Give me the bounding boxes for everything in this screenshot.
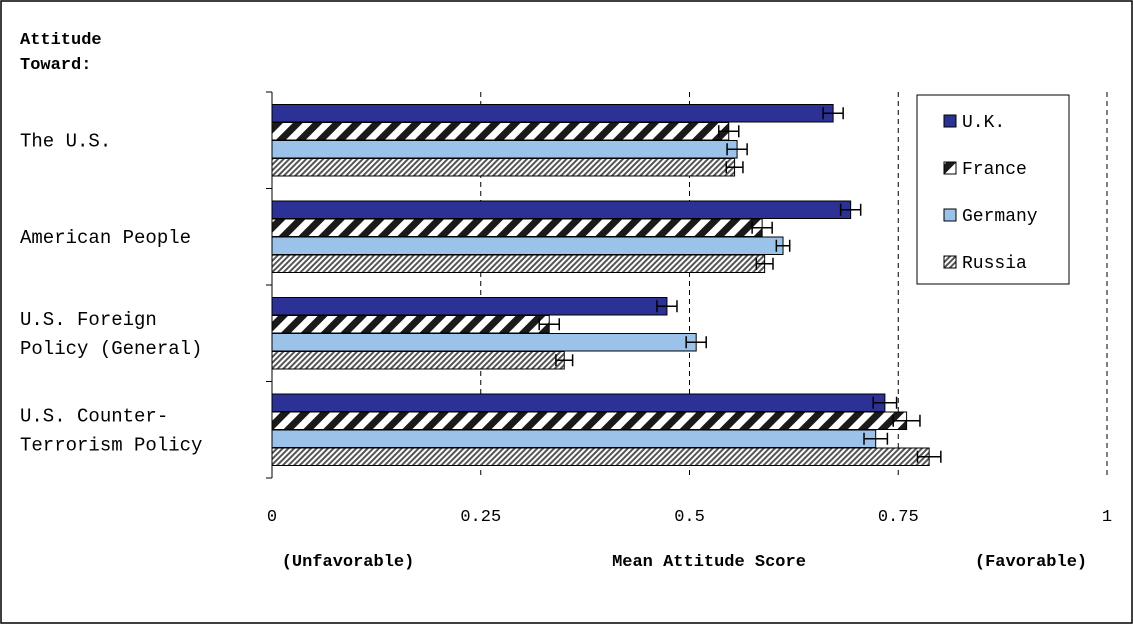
error-bar-russia-1 bbox=[725, 161, 744, 174]
bar-u-k-3 bbox=[271, 297, 668, 316]
bar-germany-2 bbox=[271, 236, 784, 255]
y-axis-title-line: Attitude bbox=[20, 31, 102, 50]
legend-label-france: France bbox=[962, 160, 1027, 180]
x-axis-title: Mean Attitude Score bbox=[612, 553, 806, 572]
bar-u-k-1 bbox=[271, 104, 834, 123]
error-bar-u-k-1 bbox=[822, 107, 844, 120]
category-label-line: U.S. Counter- bbox=[20, 405, 168, 427]
legend-box bbox=[916, 94, 1070, 285]
error-bar-france-1 bbox=[717, 125, 740, 138]
bar-russia-2 bbox=[271, 254, 766, 273]
bar-france-1 bbox=[271, 122, 730, 141]
x-tick-label: 0.25 bbox=[460, 508, 501, 527]
error-bar-u-k-2 bbox=[839, 203, 862, 216]
bar-russia-3 bbox=[271, 351, 565, 370]
category-labels: The U.S. American People U.S. Foreign Polic… bbox=[20, 130, 202, 456]
x-tick-labels: 0 0.25 0.5 0.75 1 bbox=[267, 508, 1112, 527]
error-bar-russia-2 bbox=[755, 257, 774, 270]
error-bar-germany-3 bbox=[685, 336, 707, 349]
legend-swatch-germany bbox=[943, 208, 957, 222]
bar-russia-1 bbox=[271, 158, 736, 177]
category-label-line: U.S. Foreign bbox=[20, 309, 157, 331]
category-label: The U.S. bbox=[20, 130, 111, 152]
x-tick-label: 0.5 bbox=[674, 508, 705, 527]
x-right-note: (Favorable) bbox=[975, 553, 1087, 572]
error-bar-russia-4 bbox=[916, 450, 942, 463]
legend-swatch-france bbox=[943, 161, 957, 175]
bar-germany-1 bbox=[271, 140, 738, 159]
category-label-line: American People bbox=[20, 227, 191, 249]
bar-germany-4 bbox=[271, 429, 877, 448]
error-bar-germany-4 bbox=[863, 432, 889, 445]
bar-france-4 bbox=[271, 411, 908, 430]
x-tick-label: 1 bbox=[1102, 508, 1112, 527]
error-bar-france-4 bbox=[892, 414, 921, 427]
legend-label-germany: Germany bbox=[962, 207, 1038, 227]
legend-label-u-k: U.K. bbox=[962, 113, 1005, 133]
error-bar-germany-1 bbox=[726, 143, 748, 156]
y-axis-title-line: Toward: bbox=[20, 56, 91, 75]
error-bar-u-k-4 bbox=[872, 396, 898, 409]
bar-france-3 bbox=[271, 315, 550, 334]
error-bar-u-k-3 bbox=[656, 300, 678, 313]
legend-swatch-russia bbox=[943, 255, 957, 269]
x-tick-label: 0.75 bbox=[878, 508, 919, 527]
bar-france-2 bbox=[271, 218, 763, 237]
error-bar-russia-3 bbox=[555, 354, 574, 367]
category-label: U.S. Foreign Policy (General) bbox=[20, 309, 202, 360]
legend: U.K. France Germany Russia bbox=[916, 94, 1070, 285]
category-label-line: The U.S. bbox=[20, 130, 111, 152]
category-label: U.S. Counter- Terrorism Policy bbox=[20, 405, 202, 456]
category-label-line: Policy (General) bbox=[20, 338, 202, 360]
x-left-note: (Unfavorable) bbox=[282, 553, 415, 572]
category-label-line: Terrorism Policy bbox=[20, 434, 202, 456]
bar-germany-3 bbox=[271, 333, 697, 352]
category-label: American People bbox=[20, 227, 191, 249]
error-bar-france-3 bbox=[538, 318, 560, 331]
bars bbox=[271, 104, 942, 466]
error-bar-germany-2 bbox=[775, 239, 791, 252]
bar-u-k-2 bbox=[271, 200, 852, 219]
legend-label-russia: Russia bbox=[962, 254, 1027, 274]
bar-russia-4 bbox=[271, 447, 930, 466]
legend-swatch-u-k bbox=[943, 114, 957, 128]
bar-u-k-4 bbox=[271, 393, 886, 412]
y-axis-title: Attitude Toward: bbox=[20, 31, 102, 75]
x-tick-label: 0 bbox=[267, 508, 277, 527]
error-bar-france-2 bbox=[751, 221, 773, 234]
